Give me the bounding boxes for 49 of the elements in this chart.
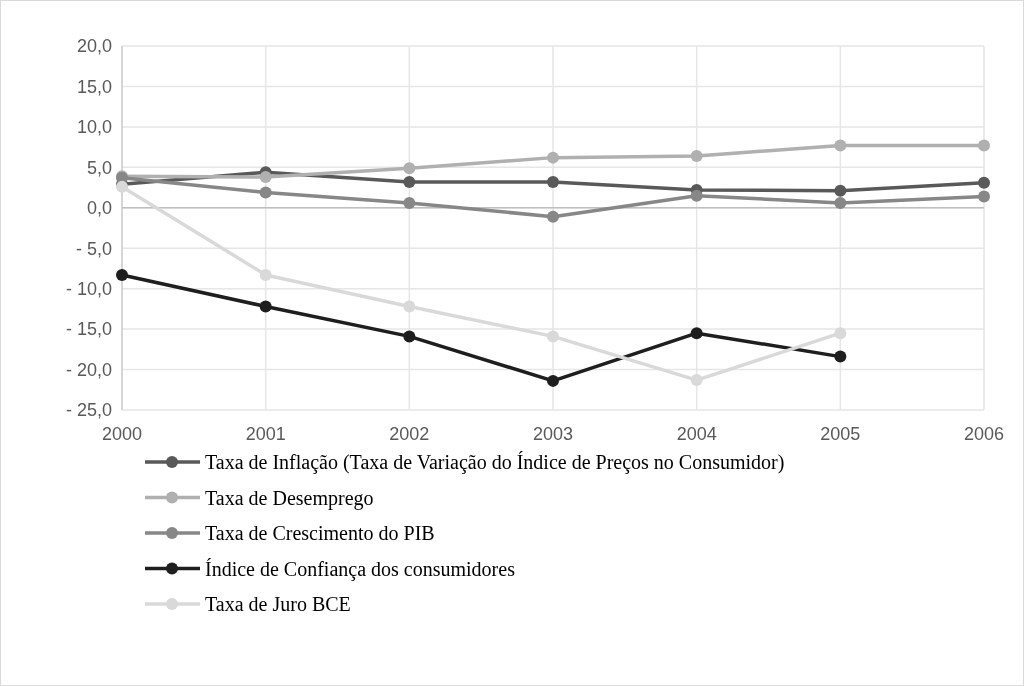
point [403, 300, 416, 313]
point [978, 139, 990, 152]
y-tick-label: 15,0 [76, 76, 112, 97]
point [259, 300, 272, 313]
point [547, 374, 559, 387]
y-tick-label: 5,0 [86, 157, 112, 178]
point [834, 327, 847, 340]
y-tick-label: 10,0 [76, 117, 112, 138]
x-tick-label: 2003 [532, 424, 574, 444]
legend-label: Taxa de Inflação (Taxa de Variação do Índice de Preços no Consumidor) [205, 451, 785, 474]
point [259, 171, 272, 184]
x-tick-label: 2000 [101, 424, 143, 444]
legend-label: Taxa de Crescimento do PIB [205, 522, 435, 544]
legend-label: Índice de Confiança dos consumidores [205, 557, 516, 581]
x-tick-label: 2001 [245, 424, 286, 444]
point [547, 330, 559, 343]
point [834, 350, 847, 363]
point [690, 327, 703, 340]
y-tick-label: - 10,0 [65, 278, 112, 299]
point [259, 268, 272, 281]
x-tick-label: 2004 [676, 424, 717, 444]
point [116, 268, 128, 281]
point [547, 175, 559, 188]
point [403, 196, 416, 209]
point [690, 150, 703, 163]
point [834, 184, 847, 197]
y-tick-label: 20,0 [76, 36, 112, 57]
point [403, 175, 416, 188]
legend-label: Taxa de Desemprego [205, 486, 374, 510]
point [403, 162, 416, 175]
y-tick-label: - 25,0 [65, 400, 112, 421]
point [690, 189, 703, 202]
x-tick-label: 2006 [963, 424, 1005, 444]
point [690, 374, 703, 387]
point [259, 186, 272, 199]
point [978, 176, 990, 189]
x-tick-label: 2002 [389, 424, 430, 444]
y-tick-label: 0,0 [86, 198, 112, 219]
point [834, 139, 847, 152]
legend-label: Taxa de Juro BCE [205, 593, 351, 615]
point [547, 210, 559, 223]
point [978, 190, 990, 203]
x-tick-label: 2005 [820, 424, 861, 444]
y-tick-label: - 5,0 [75, 238, 112, 259]
y-tick-label: - 15,0 [65, 319, 112, 340]
y-tick-label: - 20,0 [65, 359, 112, 380]
point [547, 151, 559, 164]
point [834, 196, 847, 209]
point [403, 330, 416, 343]
